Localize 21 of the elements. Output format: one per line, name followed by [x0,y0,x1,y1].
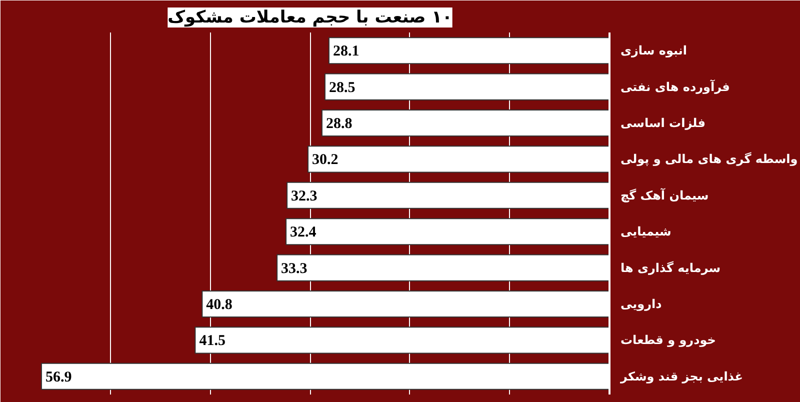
data-label: 56.9 [45,369,72,386]
y-tick-label: غذایی بجز قند وشکر [620,369,743,384]
data-label: 41.5 [199,333,226,350]
data-label: 32.3 [291,188,318,204]
data-label: 32.4 [290,224,317,241]
data-label: 28.8 [326,116,352,132]
data-label: 28.5 [328,80,356,96]
y-tick-label: شیمیایی [620,224,672,239]
y-tick-label: سرمایه گذاری ها [620,260,721,275]
chart-title: ۱۰ صنعت با حجم معاملات مشکوک [168,8,452,28]
y-tick-label: انبوه سازی [620,44,688,58]
y-tick-label: سیمان آهک گچ [620,187,709,202]
y-tick-label: دارویی [620,297,662,311]
y-tick-label: فرآورده های نفتی [620,78,730,94]
data-label: 40.8 [206,297,232,313]
y-tick-label: واسطه گری های مالی و پولی [620,152,798,166]
data-label: 30.2 [312,152,338,168]
y-tick-label: فلزات اساسی [620,116,706,130]
data-label: 33.3 [281,260,308,277]
y-tick-label: خودرو و قطعات [620,333,716,348]
data-label: 28.1 [332,44,360,60]
